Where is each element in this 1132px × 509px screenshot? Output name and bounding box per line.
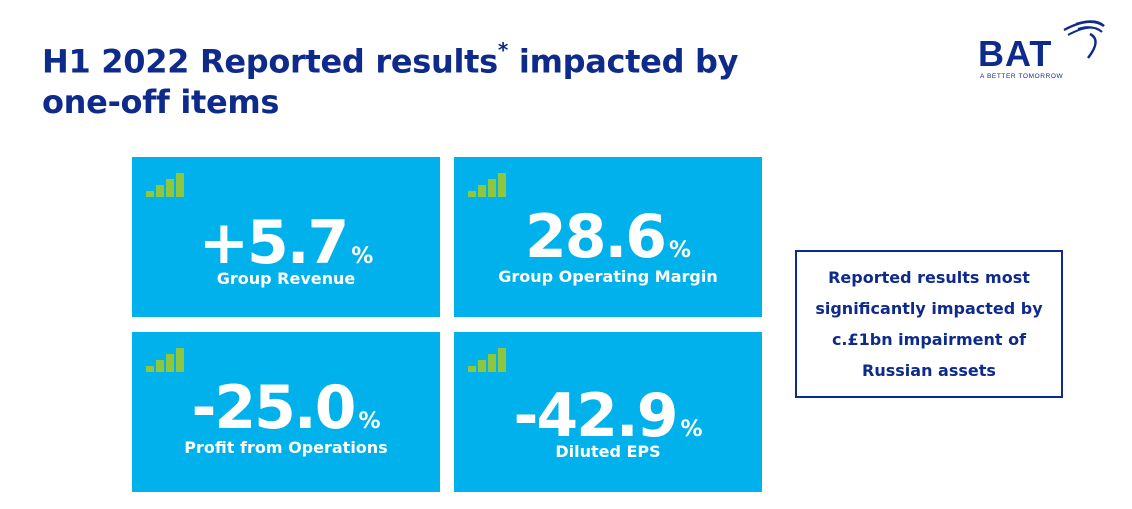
kpi-value: +5.7% [132,213,440,287]
title-text-suffix: impacted by [508,42,739,81]
signal-bars-icon [468,173,506,197]
logo-wordmark: BAT [978,33,1052,72]
title-line-2: one-off items [42,82,280,121]
kpi-tile-profit-from-operations: -25.0% Profit from Operations [132,332,440,492]
kpi-unit: % [680,417,703,442]
kpi-value: -25.0% [132,378,440,452]
callout-text: Reported results most significantly impa… [815,262,1042,386]
callout-box: Reported results most significantly impa… [795,250,1063,398]
kpi-tile-diluted-eps: -42.9% Diluted EPS [454,332,762,492]
callout-line: c.£1bn impairment of [831,330,1027,349]
logo-tagline: A BETTER TOMORROW [980,73,1064,80]
title-line-1: H1 2022 Reported results* impacted by [42,34,802,82]
signal-bars-icon [468,348,506,372]
kpi-tile-group-revenue: +5.7% Group Revenue [132,157,440,317]
kpi-number: 28.6 [524,202,667,272]
kpi-label: Group Operating Margin [498,267,718,286]
signal-bars-icon [146,348,184,372]
kpi-unit: % [351,244,374,269]
bat-logo-icon: BAT [978,20,1105,72]
signal-bars-icon [146,173,184,197]
callout-line: Russian assets [862,361,996,380]
callout-line: significantly impacted by [815,299,1043,318]
callout-line: Reported results most [828,268,1030,287]
kpi-unit: % [669,238,692,263]
kpi-value: 28.6% [454,207,762,281]
kpi-label: Group Revenue [216,269,356,288]
kpi-number: -25.0 [191,373,357,443]
kpi-value: -42.9% [454,386,762,460]
kpi-tile-group-operating-margin: 28.6% Group Operating Margin [454,157,762,317]
bat-logo: BAT A BETTER TOMORROW [978,18,1106,84]
footnote-mark: * [497,38,509,62]
kpi-number: +5.7 [198,208,350,278]
kpi-unit: % [358,409,381,434]
kpi-label: Diluted EPS [555,442,661,461]
kpi-label: Profit from Operations [184,438,388,457]
page-title: H1 2022 Reported results* impacted by on… [42,34,802,122]
title-text-prefix: H1 2022 Reported results [42,42,498,81]
kpi-number: -42.9 [513,381,679,451]
